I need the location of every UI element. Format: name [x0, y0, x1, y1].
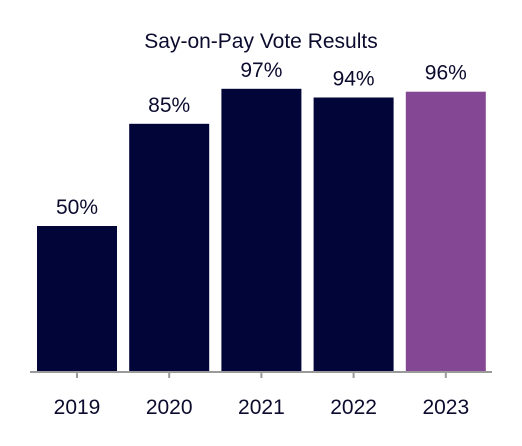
x-tick-label-2019: 2019: [54, 396, 101, 419]
bar-2021: [221, 88, 302, 373]
data-labels-group: 50% 85% 97% 94% 96%: [56, 59, 467, 219]
x-tick-label-2023: 2023: [422, 396, 469, 419]
data-label-2020: 85%: [148, 94, 190, 117]
data-label-2022: 94%: [333, 68, 375, 91]
data-label-2021: 97%: [240, 59, 282, 82]
bar-2020: [129, 123, 210, 372]
bar-2022: [313, 97, 394, 372]
x-tick-label-2021: 2021: [238, 396, 285, 419]
x-axis-ticks-group: [76, 372, 447, 378]
data-label-2019: 50%: [56, 196, 98, 219]
bar-2019: [37, 226, 117, 372]
x-axis-tick-labels-group: 2019 2020 2021 2022 2023: [54, 396, 470, 419]
data-label-2023: 96%: [425, 62, 467, 85]
bar-2023: [405, 91, 486, 372]
x-tick-label-2020: 2020: [146, 396, 193, 419]
bars-group: [37, 88, 486, 373]
x-tick-label-2022: 2022: [330, 396, 377, 419]
chart-title: Say-on-Pay Vote Results: [144, 30, 377, 53]
